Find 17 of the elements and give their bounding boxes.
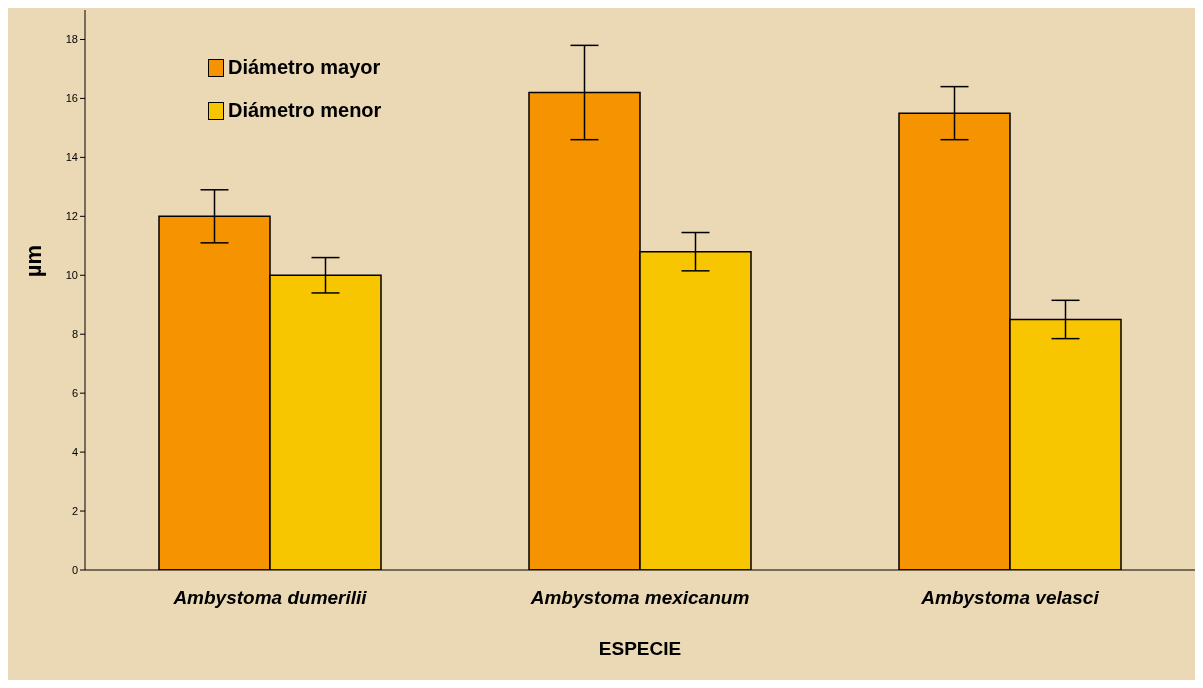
y-tick-label: 4 — [71, 446, 78, 459]
legend-label: Diámetro mayor — [228, 56, 381, 79]
y-tick-label: 2 — [71, 504, 78, 517]
y-tick-label: 8 — [71, 328, 78, 341]
x-tick-label: Ambystoma dumerilii — [172, 587, 368, 608]
x-tick-label: Ambystoma mexicanum — [529, 587, 750, 608]
y-tick-label: 10 — [65, 269, 78, 282]
x-axis-title: ESPECIE — [597, 638, 683, 660]
y-tick-label: 0 — [71, 563, 78, 576]
y-tick-label: 14 — [65, 151, 78, 164]
y-tick-label: 16 — [65, 92, 78, 105]
y-axis-title: µm — [21, 244, 48, 278]
y-tick-label: 6 — [71, 387, 78, 400]
y-tick-label: 12 — [65, 210, 78, 223]
x-tick-label: Ambystoma velasci — [920, 587, 1100, 608]
y-tick-label: 18 — [65, 33, 78, 46]
legend-label: Diámetro menor — [228, 99, 382, 122]
